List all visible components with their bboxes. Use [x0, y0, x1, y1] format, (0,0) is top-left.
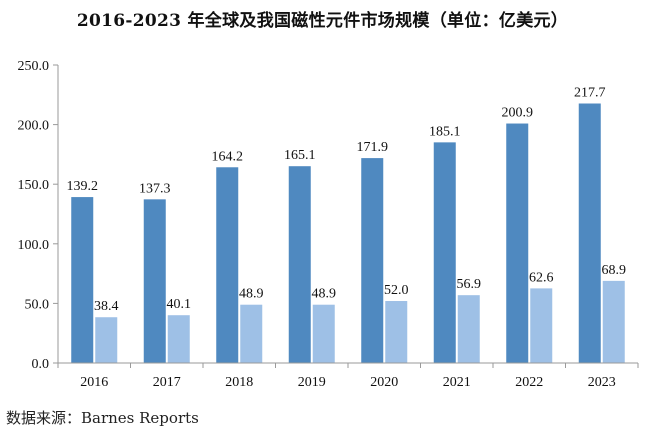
bar-china: [385, 301, 408, 363]
data-label: 139.2: [67, 179, 99, 194]
data-label: 62.6: [529, 270, 554, 285]
bar-global: [143, 199, 166, 363]
bar-china: [457, 295, 480, 363]
bar-global: [433, 142, 456, 363]
data-label: 185.1: [429, 124, 461, 139]
y-tick-label: 50.0: [25, 297, 50, 312]
bar-global: [578, 103, 601, 364]
data-label: 48.9: [312, 287, 337, 302]
chart-title: 2016-2023 年全球及我国磁性元件市场规模（单位：亿美元）: [76, 11, 569, 31]
x-tick-label: 2018: [225, 375, 253, 390]
data-label: 52.0: [384, 283, 409, 298]
y-tick-label: 0.0: [32, 357, 50, 372]
x-tick-label: 2017: [153, 375, 181, 390]
bar-global: [216, 167, 239, 363]
y-axis: 0.0 50.0 100.0 150.0 200.0 250.0: [18, 59, 59, 372]
bar-global: [361, 158, 384, 363]
data-label: 68.9: [602, 263, 627, 278]
x-tick-label: 2023: [588, 375, 616, 390]
x-tick-label: 2020: [370, 375, 398, 390]
data-label: 200.9: [502, 106, 534, 121]
data-label: 38.4: [94, 299, 119, 314]
data-label: 217.7: [574, 86, 606, 101]
bar-china: [95, 317, 118, 363]
x-tick-label: 2016: [80, 375, 108, 390]
bar-china: [167, 315, 190, 363]
data-label: 165.1: [284, 148, 316, 163]
bar-china: [240, 304, 263, 363]
y-tick-label: 200.0: [18, 119, 50, 134]
y-tick-label: 150.0: [18, 178, 50, 193]
x-tick-label: 2019: [298, 375, 326, 390]
bar-global: [506, 123, 529, 364]
source-note: 数据来源：Barnes Reports: [6, 409, 199, 427]
y-tick-label: 100.0: [18, 238, 50, 253]
bar-global: [288, 166, 311, 363]
data-label: 40.1: [167, 297, 192, 312]
bar-global: [71, 197, 94, 363]
data-label: 48.9: [239, 287, 264, 302]
data-label: 137.3: [139, 181, 171, 196]
y-tick-label: 250.0: [18, 59, 50, 74]
x-tick-label: 2022: [515, 375, 543, 390]
data-label: 171.9: [357, 140, 389, 155]
bar-china: [312, 304, 335, 363]
data-label: 56.9: [457, 277, 482, 292]
x-axis: 2016 2017 2018 2019 2020 2021 2022 2023: [57, 362, 639, 390]
data-label: 164.2: [212, 149, 244, 164]
x-tick-label: 2021: [443, 375, 471, 390]
bar-china: [530, 288, 553, 363]
bars: 139.2 38.4 137.3 40.1 164.2 48.9 165.1 48.9 171.…: [67, 86, 627, 364]
bar-china: [602, 280, 625, 363]
